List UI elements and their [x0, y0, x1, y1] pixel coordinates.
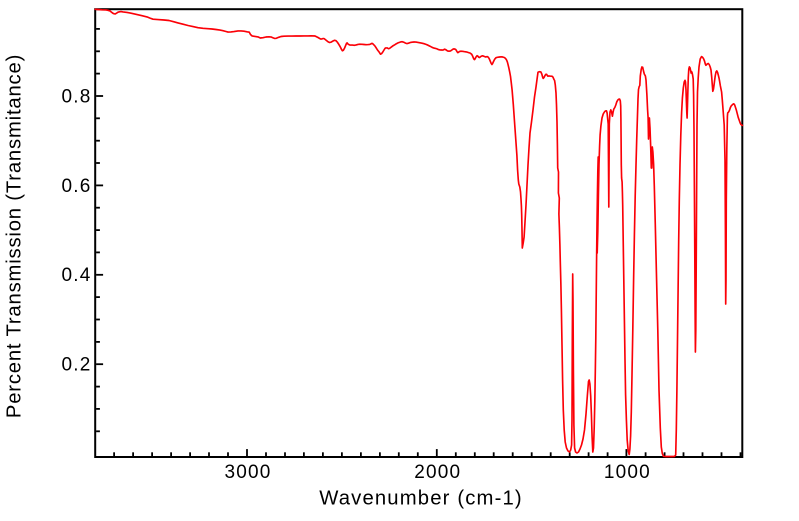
svg-text:0.2: 0.2	[61, 355, 91, 376]
svg-text:Percent Transmission (Transmit: Percent Transmission (Transmitance)	[4, 54, 26, 418]
svg-text:2000: 2000	[414, 462, 461, 483]
svg-text:0.8: 0.8	[61, 86, 91, 107]
svg-text:0.6: 0.6	[61, 176, 91, 197]
svg-text:1000: 1000	[604, 462, 651, 483]
svg-text:3000: 3000	[224, 462, 271, 483]
svg-text:Wavenumber (cm-1): Wavenumber (cm-1)	[319, 488, 523, 510]
svg-text:0.4: 0.4	[61, 265, 91, 286]
